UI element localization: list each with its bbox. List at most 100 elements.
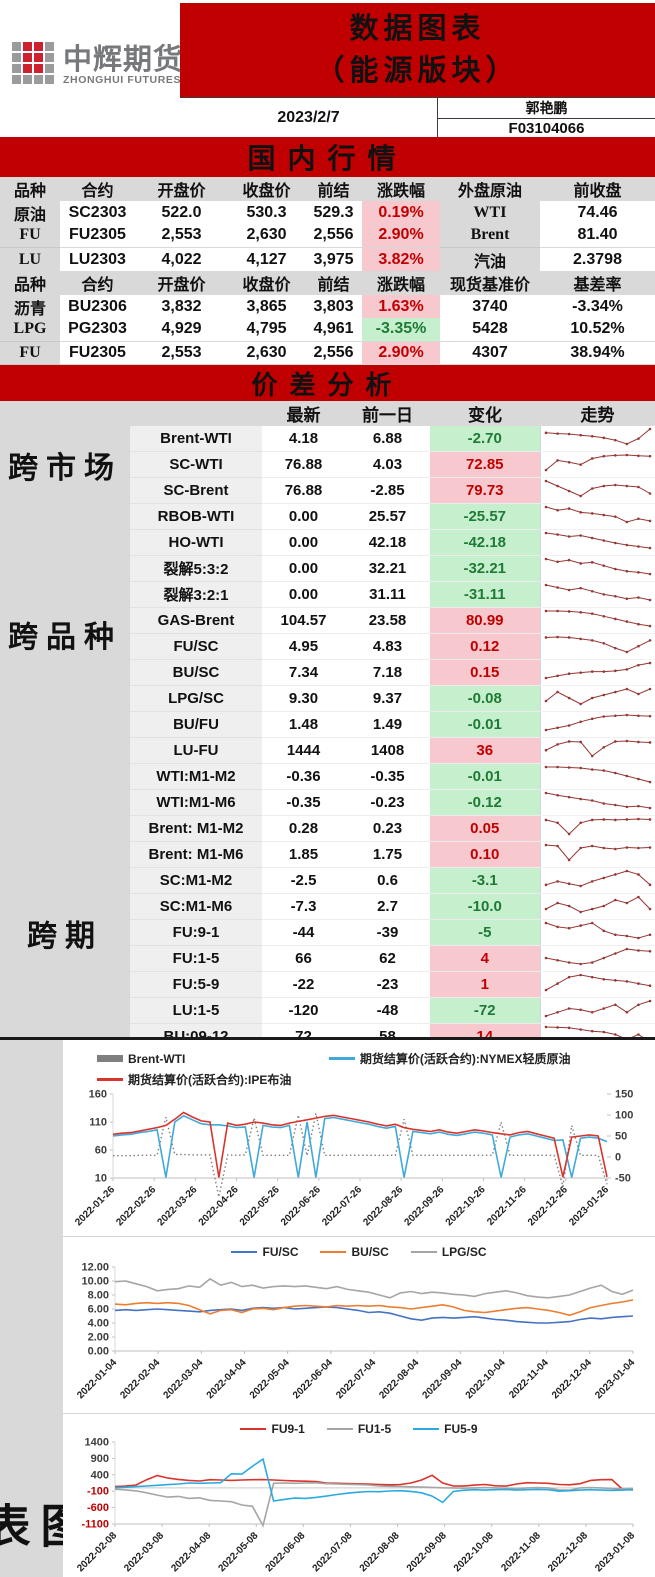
domestic-cell-change: 2.90% — [362, 224, 440, 248]
spread-cell-name: FU:5-9 — [130, 971, 262, 998]
domestic-cell-open: 3,832 — [135, 294, 228, 320]
domestic-header-cell: 开盘价 — [135, 271, 228, 295]
domestic-cell-prev-settle: 4,961 — [305, 318, 362, 342]
domestic-header-cell: 合约 — [60, 177, 135, 201]
domestic-cell-change: 1.63% — [362, 294, 440, 320]
spread-cell-name: FU/SC — [130, 633, 262, 660]
spread-cell-name: WTI:M1-M6 — [130, 789, 262, 816]
svg-text:-600: -600 — [87, 1502, 109, 1514]
spread-cell-name: Brent: M1-M2 — [130, 815, 262, 842]
domestic-header-cell: 开盘价 — [135, 177, 228, 201]
domestic-cell-change: 2.90% — [362, 341, 440, 365]
domestic-cell-close: 4,795 — [228, 318, 305, 342]
domestic-cell-reference: Brent — [440, 224, 540, 248]
svg-text:2022-11-04: 2022-11-04 — [507, 1357, 551, 1401]
spread-cell-name: LU:1-5 — [130, 997, 262, 1024]
spread-cell-previous: 1408 — [345, 737, 430, 764]
domestic-cell-close: 2,630 — [228, 341, 305, 365]
domestic-cell-close: 2,630 — [228, 224, 305, 248]
spread-cell-name: FU:9-1 — [130, 919, 262, 946]
logo-square — [45, 42, 54, 51]
spread-cell-latest: 0.00 — [262, 529, 345, 556]
spread-row: FU:9-1 -44 -39 -5 — [0, 919, 655, 946]
svg-text:2022-03-26: 2022-03-26 — [156, 1184, 200, 1228]
spread-cell-latest: 0.28 — [262, 815, 345, 842]
spread-analysis-table: 最新 前一日 变化 走势 跨市场 Brent-WTI 4.18 6.88 -2.70 SC-WTI… — [0, 401, 655, 1102]
spread-cell-change: 1 — [430, 971, 540, 998]
svg-text:6.00: 6.00 — [88, 1304, 109, 1316]
legend-item: Brent-WTI — [97, 1050, 329, 1067]
domestic-header-cell: 涨跌幅 — [362, 271, 440, 295]
trend-sparkline — [544, 687, 652, 706]
domestic-cell-prev-settle: 2,556 — [305, 341, 362, 365]
trend-sparkline — [544, 895, 652, 914]
spread-cell-previous: -48 — [345, 997, 430, 1024]
svg-text:2.00: 2.00 — [88, 1332, 109, 1344]
spread-cell-previous: 7.18 — [345, 659, 430, 686]
spread-row: BU/FU 1.48 1.49 -0.01 — [0, 711, 655, 738]
spread-cell-latest: -44 — [262, 919, 345, 946]
spread-row: Brent: M1-M2 0.28 0.23 0.05 — [0, 815, 655, 842]
spread-cell-latest: 4.95 — [262, 633, 345, 660]
spread-cell-trend — [539, 841, 655, 868]
domestic-cell-change: -3.35% — [362, 318, 440, 342]
legend-item: LPG/SC — [410, 1245, 487, 1259]
domestic-cell-prev-settle: 3,803 — [305, 294, 362, 320]
legend-label: 期货结算价(活跃合约):NYMEX轻质原油 — [359, 1052, 571, 1066]
spread-cell-change: -2.70 — [430, 426, 540, 452]
domestic-header-cell: 基差率 — [540, 271, 655, 295]
trend-sparkline — [544, 999, 652, 1018]
logo-text: 中辉期货 ZHONGHUI FUTURES — [63, 46, 183, 87]
svg-text:50: 50 — [615, 1131, 627, 1143]
spread-cell-previous: 6.88 — [345, 426, 430, 452]
spread-cell-change: -3.1 — [430, 867, 540, 894]
spread-cell-name: FU:1-5 — [130, 945, 262, 972]
spread-row: SC:M1-M2 -2.5 0.6 -3.1 — [0, 867, 655, 894]
legend-swatch-icon — [410, 1250, 437, 1254]
spread-cell-latest: 1444 — [262, 737, 345, 764]
trend-sparkline — [544, 869, 652, 888]
domestic-cell-contract: LU2303 — [60, 247, 135, 273]
analyst-cell: 郭艳鹏 F03104066 — [438, 98, 655, 137]
spread-cell-change: 0.12 — [430, 633, 540, 660]
svg-text:2022-12-26: 2022-12-26 — [526, 1184, 570, 1228]
trend-sparkline — [544, 973, 652, 992]
domestic-header-cell: 外盘原油 — [440, 177, 540, 201]
chart-series-line — [114, 1457, 634, 1504]
trend-sparkline — [544, 817, 652, 836]
svg-text:10: 10 — [95, 1173, 107, 1185]
section-banner-domestic: 国内行情 — [0, 137, 655, 177]
spread-cell-previous: 2.7 — [345, 893, 430, 920]
spread-cell-change: 0.15 — [430, 659, 540, 686]
spread-cell-change: 36 — [430, 737, 540, 764]
legend-label: 期货结算价(活跃合约):IPE布油 — [128, 1073, 292, 1087]
spread-cell-trend — [539, 529, 655, 556]
crude-price-line-chart: 160 110 60 10 150 100 50 0 -50 2022-01-262022-02-… — [73, 1089, 633, 1229]
chart-panel-ratio: FU/SC BU/SC LPG/SC 12.00 10.00 8.00 6.00 4.00 2… — [63, 1237, 655, 1414]
svg-text:2022-04-08: 2022-04-08 — [169, 1530, 213, 1574]
report-title-line1: 数据图表 — [349, 13, 486, 45]
trend-sparkline — [544, 947, 652, 966]
spread-row: SC-WTI 76.88 4.03 72.85 — [0, 451, 655, 478]
spread-cell-latest: -2.5 — [262, 867, 345, 894]
domestic-cell-close: 3,865 — [228, 294, 305, 320]
spread-cell-previous: 42.18 — [345, 529, 430, 556]
spread-cell-trend — [539, 997, 655, 1024]
domestic-header-cell: 前结 — [305, 271, 362, 295]
spread-cell-trend — [539, 789, 655, 816]
legend-swatch-icon — [413, 1427, 440, 1431]
chart-legend: FU9-1 FU1-5 FU5-9 — [63, 1414, 655, 1436]
domestic-cell-open: 2,553 — [135, 224, 228, 248]
legend-label: BU/SC — [351, 1245, 389, 1259]
spread-cell-change: -0.12 — [430, 789, 540, 816]
domestic-cell-open: 522.0 — [135, 200, 228, 226]
spread-header-cell: 走势 — [540, 401, 655, 426]
charts-section: 图表 Brent-WTI 期货结算价(活跃合约):NYMEX轻质原油 期货结算价(活… — [0, 1037, 655, 1577]
logo-company-name-en: ZHONGHUI FUTURES — [63, 74, 182, 86]
trend-sparkline — [544, 479, 652, 498]
section-banner-spread: 价差分析 — [0, 365, 655, 401]
trend-sparkline — [544, 921, 652, 940]
spread-cell-trend — [539, 737, 655, 764]
logo-square — [12, 75, 21, 84]
